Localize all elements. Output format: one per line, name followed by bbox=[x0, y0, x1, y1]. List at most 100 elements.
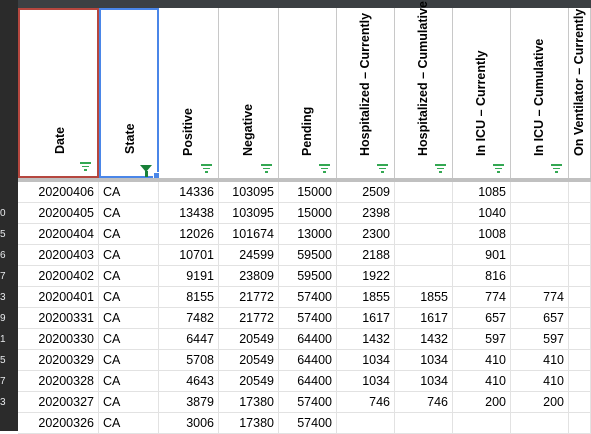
cell-vent_cur[interactable] bbox=[569, 182, 591, 203]
cell-date[interactable]: 20200331 bbox=[18, 308, 99, 329]
filter-icon[interactable] bbox=[200, 164, 212, 173]
cell-icu_cum[interactable]: 774 bbox=[511, 287, 569, 308]
cell-pending[interactable]: 15000 bbox=[279, 203, 337, 224]
cell-icu_cur[interactable]: 1040 bbox=[453, 203, 511, 224]
row-number[interactable]: 1 bbox=[0, 334, 6, 345]
row-number[interactable]: 5 bbox=[0, 229, 6, 240]
cell-negative[interactable]: 101674 bbox=[219, 224, 279, 245]
cell-positive[interactable]: 12026 bbox=[159, 224, 219, 245]
cell-vent_cur[interactable] bbox=[569, 371, 591, 392]
cell-negative[interactable]: 103095 bbox=[219, 182, 279, 203]
cell-state[interactable]: CA bbox=[99, 224, 159, 245]
cell-pending[interactable]: 13000 bbox=[279, 224, 337, 245]
cell-vent_cur[interactable] bbox=[569, 224, 591, 245]
cell-pending[interactable]: 57400 bbox=[279, 308, 337, 329]
row-number[interactable]: 7 bbox=[0, 376, 6, 387]
cell-icu_cur[interactable]: 816 bbox=[453, 266, 511, 287]
cell-negative[interactable]: 20549 bbox=[219, 371, 279, 392]
cell-state[interactable]: CA bbox=[99, 182, 159, 203]
active-filter-icon[interactable] bbox=[140, 165, 152, 177]
cell-vent_cur[interactable] bbox=[569, 266, 591, 287]
cell-positive[interactable]: 14336 bbox=[159, 182, 219, 203]
cell-icu_cum[interactable] bbox=[511, 203, 569, 224]
cell-icu_cur[interactable]: 1085 bbox=[453, 182, 511, 203]
cell-vent_cur[interactable] bbox=[569, 203, 591, 224]
cell-hosp_cur[interactable]: 1855 bbox=[337, 287, 395, 308]
filter-icon[interactable] bbox=[434, 164, 446, 173]
cell-pending[interactable]: 64400 bbox=[279, 350, 337, 371]
cell-hosp_cur[interactable]: 1034 bbox=[337, 371, 395, 392]
cell-hosp_cur[interactable]: 2509 bbox=[337, 182, 395, 203]
cell-negative[interactable]: 24599 bbox=[219, 245, 279, 266]
cell-pending[interactable]: 59500 bbox=[279, 266, 337, 287]
cell-vent_cur[interactable] bbox=[569, 350, 591, 371]
cell-pending[interactable]: 57400 bbox=[279, 413, 337, 434]
header-negative[interactable]: Negative bbox=[219, 8, 279, 178]
cell-icu_cum[interactable] bbox=[511, 224, 569, 245]
cell-state[interactable]: CA bbox=[99, 266, 159, 287]
cell-hosp_cur[interactable]: 1922 bbox=[337, 266, 395, 287]
cell-date[interactable]: 20200327 bbox=[18, 392, 99, 413]
filter-icon[interactable] bbox=[260, 164, 272, 173]
cell-date[interactable]: 20200404 bbox=[18, 224, 99, 245]
cell-positive[interactable]: 8155 bbox=[159, 287, 219, 308]
cell-icu_cum[interactable]: 410 bbox=[511, 371, 569, 392]
cell-hosp_cum[interactable]: 1432 bbox=[395, 329, 453, 350]
cell-date[interactable]: 20200326 bbox=[18, 413, 99, 434]
cell-hosp_cum[interactable] bbox=[395, 203, 453, 224]
cell-icu_cur[interactable] bbox=[453, 413, 511, 434]
cell-state[interactable]: CA bbox=[99, 371, 159, 392]
cell-icu_cum[interactable]: 200 bbox=[511, 392, 569, 413]
cell-hosp_cum[interactable] bbox=[395, 413, 453, 434]
cell-icu_cum[interactable] bbox=[511, 245, 569, 266]
cell-state[interactable]: CA bbox=[99, 350, 159, 371]
cell-hosp_cur[interactable]: 1432 bbox=[337, 329, 395, 350]
row-number[interactable]: 0 bbox=[0, 208, 6, 219]
cell-state[interactable]: CA bbox=[99, 203, 159, 224]
cell-hosp_cum[interactable]: 1855 bbox=[395, 287, 453, 308]
cell-hosp_cum[interactable] bbox=[395, 266, 453, 287]
cell-pending[interactable]: 64400 bbox=[279, 371, 337, 392]
cell-hosp_cur[interactable] bbox=[337, 413, 395, 434]
cell-negative[interactable]: 17380 bbox=[219, 413, 279, 434]
cell-icu_cum[interactable]: 597 bbox=[511, 329, 569, 350]
filter-icon[interactable] bbox=[79, 162, 91, 171]
cell-icu_cum[interactable]: 657 bbox=[511, 308, 569, 329]
cell-hosp_cur[interactable]: 1617 bbox=[337, 308, 395, 329]
header-icu_cum[interactable]: In ICU – Cumulative bbox=[511, 8, 569, 178]
cell-date[interactable]: 20200406 bbox=[18, 182, 99, 203]
header-hosp_cum[interactable]: Hospitalized – Cumulative bbox=[395, 1, 453, 178]
cell-negative[interactable]: 20549 bbox=[219, 350, 279, 371]
filter-icon[interactable] bbox=[550, 164, 562, 173]
cell-date[interactable]: 20200405 bbox=[18, 203, 99, 224]
cell-state[interactable]: CA bbox=[99, 308, 159, 329]
cell-icu_cur[interactable]: 200 bbox=[453, 392, 511, 413]
cell-positive[interactable]: 5708 bbox=[159, 350, 219, 371]
cell-state[interactable]: CA bbox=[99, 245, 159, 266]
cell-hosp_cur[interactable]: 2188 bbox=[337, 245, 395, 266]
cell-date[interactable]: 20200330 bbox=[18, 329, 99, 350]
cell-icu_cum[interactable] bbox=[511, 413, 569, 434]
cell-date[interactable]: 20200402 bbox=[18, 266, 99, 287]
cell-hosp_cur[interactable]: 2300 bbox=[337, 224, 395, 245]
header-hosp_cur[interactable]: Hospitalized – Currently bbox=[337, 8, 395, 178]
cell-icu_cum[interactable]: 410 bbox=[511, 350, 569, 371]
cell-icu_cur[interactable]: 410 bbox=[453, 371, 511, 392]
cell-icu_cur[interactable]: 410 bbox=[453, 350, 511, 371]
row-number[interactable] bbox=[0, 182, 18, 203]
cell-hosp_cur[interactable]: 1034 bbox=[337, 350, 395, 371]
filter-icon[interactable] bbox=[318, 164, 330, 173]
cell-icu_cur[interactable]: 901 bbox=[453, 245, 511, 266]
cell-date[interactable]: 20200403 bbox=[18, 245, 99, 266]
cell-pending[interactable]: 57400 bbox=[279, 392, 337, 413]
cell-positive[interactable]: 7482 bbox=[159, 308, 219, 329]
cell-pending[interactable]: 15000 bbox=[279, 182, 337, 203]
cell-state[interactable]: CA bbox=[99, 329, 159, 350]
cell-pending[interactable]: 59500 bbox=[279, 245, 337, 266]
cell-positive[interactable]: 13438 bbox=[159, 203, 219, 224]
cell-hosp_cum[interactable]: 746 bbox=[395, 392, 453, 413]
cell-hosp_cur[interactable]: 746 bbox=[337, 392, 395, 413]
cell-positive[interactable]: 10701 bbox=[159, 245, 219, 266]
header-date[interactable]: Date bbox=[18, 8, 99, 178]
cell-icu_cum[interactable] bbox=[511, 182, 569, 203]
